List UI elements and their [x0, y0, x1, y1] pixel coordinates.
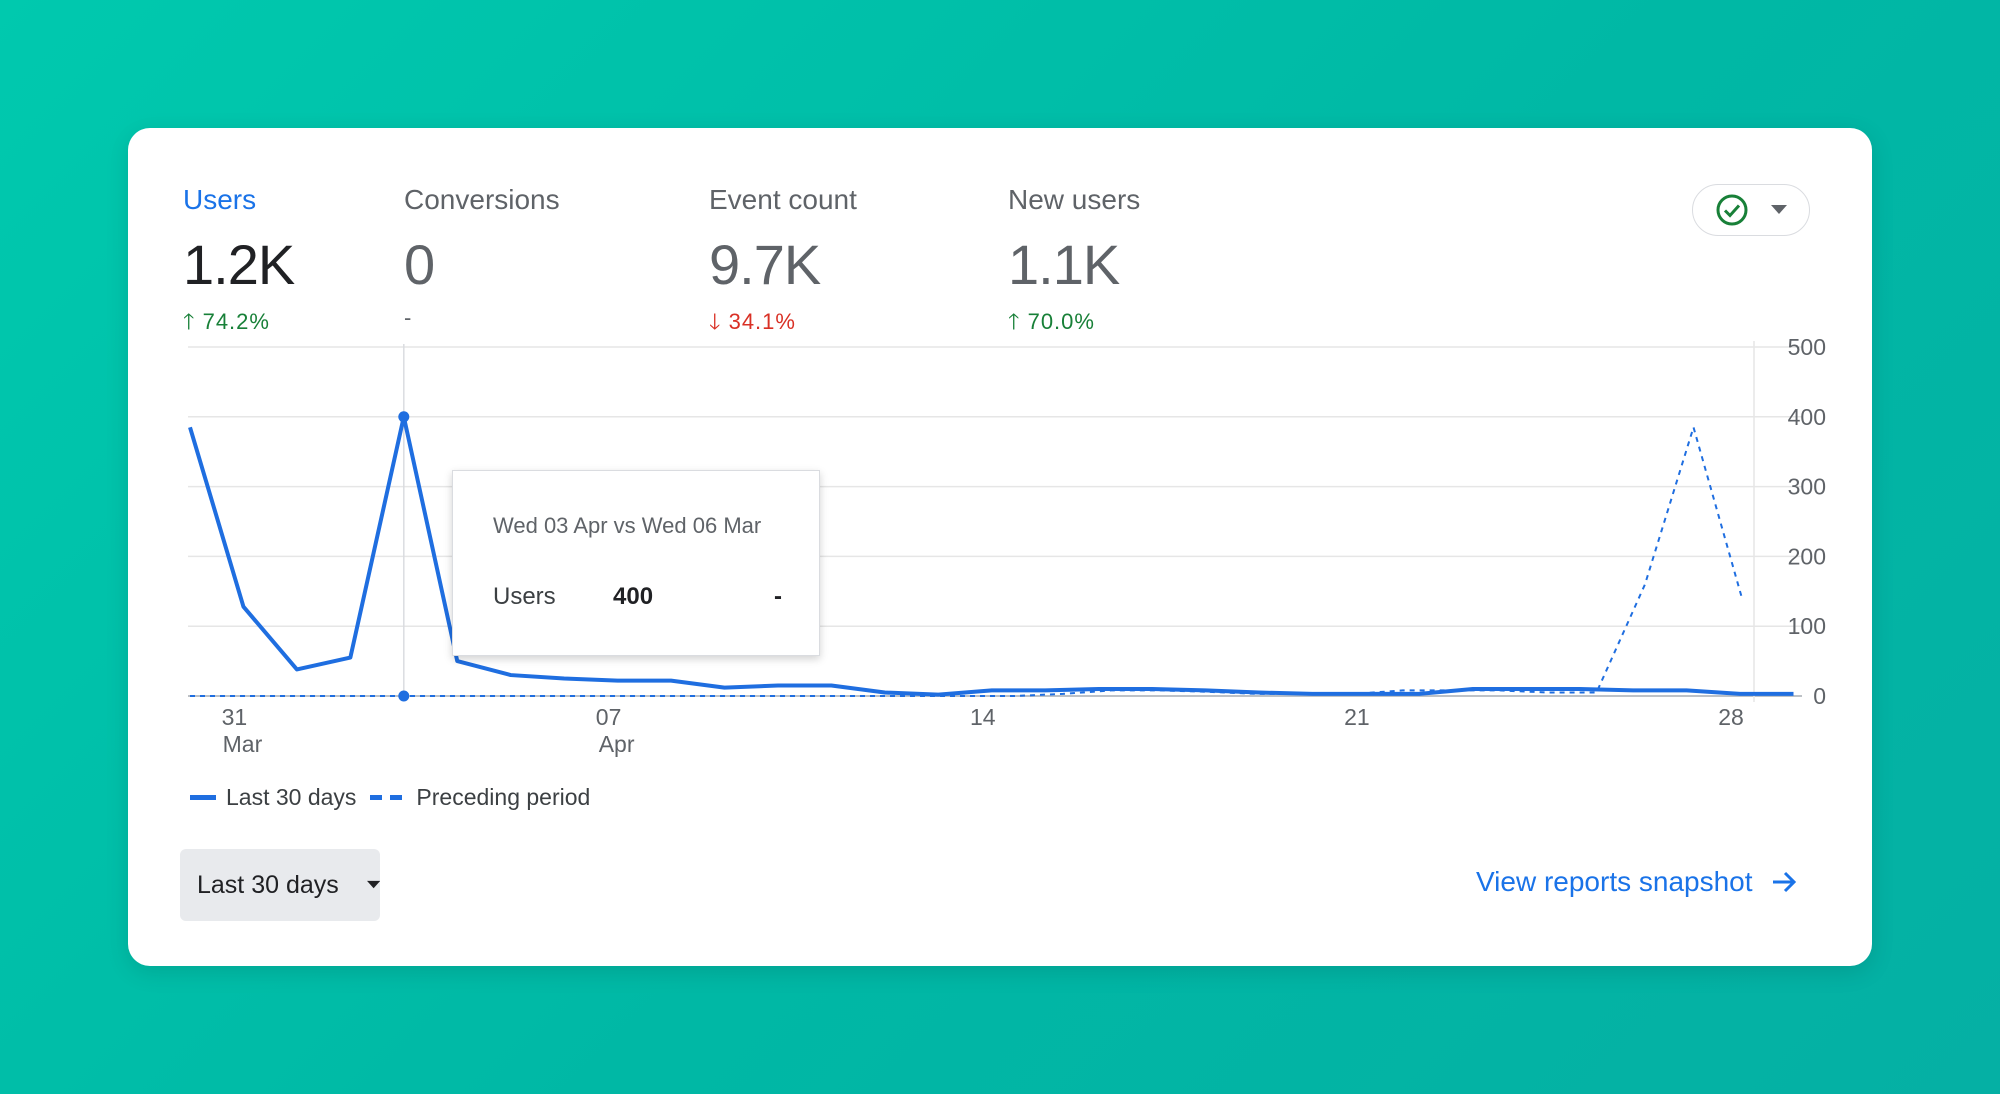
- chart-legend: Last 30 days Preceding period: [190, 784, 604, 811]
- view-reports-snapshot-link[interactable]: View reports snapshot: [1476, 866, 1797, 898]
- caret-down-icon: [1771, 205, 1787, 214]
- metric-label: New users: [1008, 184, 1141, 215]
- highlight-point-previous: [398, 690, 410, 702]
- tooltip-metric-label: Users: [493, 583, 556, 610]
- arrow-up-icon: 🡑: [1008, 309, 1021, 334]
- metric-change: 🡓 34.1%: [709, 309, 796, 334]
- caret-down-icon: [366, 880, 380, 889]
- arrow-up-icon: 🡑: [183, 309, 196, 334]
- metric-change: 🡑 74.2%: [183, 309, 270, 334]
- metric-change: 🡑 70.0%: [1008, 309, 1095, 334]
- metric-value: 1.1K: [1008, 233, 1120, 296]
- x-tick-label: 07: [596, 704, 622, 730]
- y-tick-label: 300: [1788, 474, 1826, 500]
- metric-change: -: [404, 305, 413, 330]
- dashed-line-swatch: [370, 794, 403, 800]
- metric-value: 0: [404, 233, 435, 296]
- compare-dropdown-button[interactable]: [1692, 184, 1810, 236]
- x-tick-sublabel: Mar: [223, 731, 263, 757]
- metric-value: 9.7K: [709, 233, 821, 296]
- series-line-last-30-days: [188, 414, 1794, 697]
- metric-new-users[interactable]: New users 1.1K 🡑 70.0%: [1008, 184, 1140, 343]
- legend-item-last-30-days: Last 30 days: [190, 784, 356, 811]
- highlight-point-current: [398, 411, 410, 423]
- solid-line-swatch: [190, 794, 216, 800]
- y-tick-label: 400: [1788, 404, 1826, 430]
- legend-item-preceding-period: Preceding period: [370, 784, 590, 811]
- tooltip-previous-value: -: [774, 583, 782, 610]
- x-tick-label: 14: [970, 704, 996, 730]
- metric-label: Event count: [709, 184, 857, 215]
- metric-value: 1.2K: [183, 233, 295, 296]
- date-range-dropdown[interactable]: Last 30 days: [180, 849, 380, 921]
- tooltip-title: Wed 03 Apr vs Wed 06 Mar: [493, 513, 762, 538]
- metric-label: Users: [183, 184, 257, 215]
- metric-event-count[interactable]: Event count 9.7K 🡓 34.1%: [709, 184, 857, 343]
- y-tick-label: 200: [1788, 543, 1826, 569]
- x-tick-label: 28: [1718, 704, 1744, 730]
- arrow-right-icon: [1772, 871, 1796, 893]
- x-tick-label: 31: [222, 704, 248, 730]
- view-reports-label: View reports snapshot: [1476, 866, 1753, 897]
- check-circle-icon: [1716, 194, 1748, 226]
- chart-tooltip: Wed 03 Apr vs Wed 06 Mar Users 400 -: [452, 470, 820, 656]
- arrow-down-icon: 🡓: [709, 309, 722, 334]
- y-tick-label: 500: [1788, 334, 1826, 360]
- x-tick-sublabel: Apr: [599, 731, 635, 757]
- metric-label: Conversions: [404, 184, 560, 215]
- date-range-label: Last 30 days: [197, 870, 339, 899]
- users-overview-card: Users 1.2K 🡑 74.2% Conversions 0 - Event…: [128, 128, 1872, 966]
- y-tick-label: 100: [1788, 613, 1826, 639]
- x-tick-label: 21: [1344, 704, 1370, 730]
- y-tick-label: 0: [1813, 683, 1826, 709]
- tooltip-current-value: 400: [613, 583, 654, 610]
- metric-conversions[interactable]: Conversions 0 -: [404, 184, 560, 331]
- metric-users[interactable]: Users 1.2K 🡑 74.2%: [183, 184, 295, 343]
- series-line-preceding-period: [190, 423, 1743, 697]
